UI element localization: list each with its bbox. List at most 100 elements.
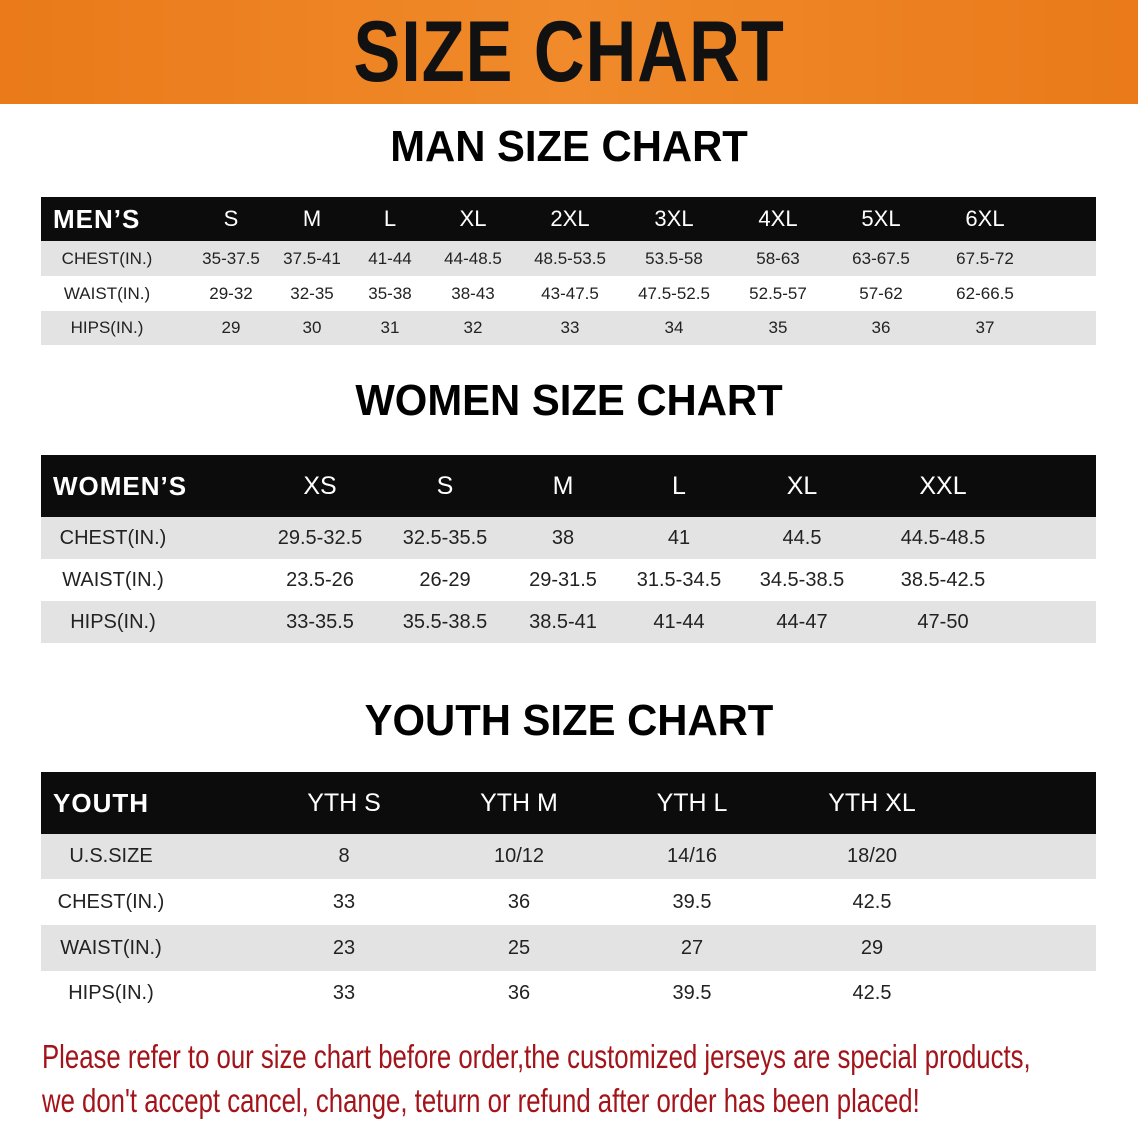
table-cell: 27 <box>680 936 704 959</box>
table-cell: 32-35 <box>290 283 334 303</box>
row-label: WAIST(IN.) <box>60 936 162 959</box>
table-cell: 31 <box>380 318 400 337</box>
table-row: CHEST(IN.) 29.5-32.5 32.5-35.5 38 41 44.5 44.5… <box>41 517 1096 559</box>
size-header-3xl: 3XL <box>654 206 694 231</box>
row-label: CHEST(IN.) <box>57 890 165 913</box>
men-size-table: MEN’S S M L XL 2XL 3XL 4XL 5XL 6XL CHEST(IN.) 35-37… <box>41 197 1096 346</box>
table-row: HIPS(IN.) 33 36 39.5 42.5 <box>41 971 1096 1016</box>
table-cell: 35-38 <box>368 283 412 303</box>
table-cell: 41-44 <box>653 610 705 633</box>
table-cell: 52.5-57 <box>749 283 807 303</box>
table-cell: 36 <box>507 890 531 913</box>
size-header-4xl: 4XL <box>758 206 798 231</box>
table-cell: 33 <box>332 890 356 913</box>
table-row: HIPS(IN.) 33-35.5 35.5-38.5 38.5-41 41-44 44-… <box>41 601 1096 643</box>
size-header-5xl: 5XL <box>861 206 901 231</box>
youth-header-row: YOUTH YTH S YTH M YTH L YTH XL <box>41 772 1096 834</box>
row-label: WAIST(IN.) <box>63 283 151 303</box>
table-cell: 38.5-42.5 <box>900 568 986 591</box>
table-cell: 23.5-26 <box>286 568 354 591</box>
row-label: WAIST(IN.) <box>62 568 164 591</box>
youth-section-title: YOUTH SIZE CHART <box>364 696 774 745</box>
row-label: U.S.SIZE <box>69 845 153 867</box>
size-header-yth-xl: YTH XL <box>828 788 916 817</box>
size-header-s: S <box>436 471 454 500</box>
size-header-m: M <box>302 206 322 231</box>
size-header-yth-l: YTH L <box>656 788 728 817</box>
table-cell: 29-31.5 <box>529 568 597 591</box>
table-cell: 31.5-34.5 <box>636 568 722 591</box>
table-cell: 37.5-41 <box>283 248 341 268</box>
table-cell: 44-47 <box>776 610 828 633</box>
table-cell: 32 <box>463 318 483 337</box>
table-cell: 53.5-58 <box>645 248 703 268</box>
table-cell: 29 <box>860 936 884 959</box>
table-cell: 44.5-48.5 <box>900 526 986 549</box>
row-label: HIPS(IN.) <box>70 318 144 337</box>
table-cell: 38-43 <box>451 283 495 303</box>
table-row: WAIST(IN.) 23.5-26 26-29 29-31.5 31.5-34.5 34… <box>41 559 1096 601</box>
size-header-xxl: XXL <box>919 471 967 500</box>
table-cell: 39.5 <box>672 890 712 913</box>
table-cell: 67.5-72 <box>956 248 1014 268</box>
table-row: CHEST(IN.) 35-37.5 37.5-41 41-44 44-48.5 48.5… <box>41 241 1096 276</box>
youth-size-table: YOUTH YTH S YTH M YTH L YTH XL U.S.SIZE 8 10/12… <box>41 772 1096 1017</box>
table-cell: 34.5-38.5 <box>759 568 845 591</box>
table-row: CHEST(IN.) 33 36 39.5 42.5 <box>41 879 1096 925</box>
table-cell: 35-37.5 <box>202 248 260 268</box>
table-row: WAIST(IN.) 23 25 27 29 <box>41 925 1096 971</box>
size-header-6xl: 6XL <box>965 206 1005 231</box>
youth-header-label: YOUTH <box>53 787 149 818</box>
size-header-yth-m: YTH M <box>480 788 558 817</box>
table-cell: 41 <box>667 526 691 549</box>
size-header-xl: XL <box>459 206 487 231</box>
women-header-label: WOMEN’S <box>53 470 188 501</box>
table-cell: 32.5-35.5 <box>402 526 488 549</box>
row-label: CHEST(IN.) <box>59 526 167 549</box>
table-cell: 10/12 <box>493 845 545 867</box>
notice-line-1: Please refer to our size chart before or… <box>42 1038 1031 1075</box>
table-cell: 30 <box>302 318 322 337</box>
table-cell: 43-47.5 <box>541 283 599 303</box>
table-cell: 47-50 <box>917 610 969 633</box>
row-label: HIPS(IN.) <box>68 982 154 1004</box>
table-cell: 26-29 <box>419 568 471 591</box>
women-size-table: WOMEN’S XS S M L XL XXL CHEST(IN.) 29.5-32.5 32.5… <box>41 455 1096 644</box>
table-cell: 57-62 <box>859 283 903 303</box>
women-section-title: WOMEN SIZE CHART <box>355 376 783 425</box>
table-cell: 39.5 <box>672 982 712 1004</box>
table-cell: 33 <box>332 982 356 1004</box>
table-cell: 33-35.5 <box>286 610 354 633</box>
table-cell: 48.5-53.5 <box>534 248 606 268</box>
table-cell: 44-48.5 <box>444 248 502 268</box>
size-header-l: L <box>383 206 397 231</box>
size-header-s: S <box>223 206 239 231</box>
table-cell: 42.5 <box>852 890 892 913</box>
page-title: SIZE CHART <box>353 4 785 100</box>
table-row: HIPS(IN.) 29 30 31 32 33 34 35 36 37 <box>41 311 1096 345</box>
table-cell: 29.5-32.5 <box>277 526 363 549</box>
table-cell: 23 <box>332 936 356 959</box>
row-label: HIPS(IN.) <box>70 610 156 633</box>
men-header-row: MEN’S S M L XL 2XL 3XL 4XL 5XL 6XL <box>41 197 1096 241</box>
size-header-xs: XS <box>303 471 337 500</box>
table-cell: 63-67.5 <box>852 248 910 268</box>
men-section-title: MAN SIZE CHART <box>390 122 748 171</box>
table-cell: 29 <box>221 318 241 337</box>
size-header-l: L <box>672 471 686 500</box>
table-cell: 36 <box>871 318 891 337</box>
table-cell: 35.5-38.5 <box>402 610 488 633</box>
size-header-yth-s: YTH S <box>307 788 381 817</box>
table-cell: 33 <box>560 318 580 337</box>
table-cell: 44.5 <box>782 526 822 549</box>
table-row: WAIST(IN.) 29-32 32-35 35-38 38-43 43-47.5 47.… <box>41 276 1096 311</box>
table-cell: 38 <box>551 526 575 549</box>
table-cell: 41-44 <box>368 248 412 268</box>
table-cell: 25 <box>507 936 531 959</box>
table-cell: 36 <box>507 982 531 1004</box>
table-cell: 38.5-41 <box>529 610 597 633</box>
size-header-2xl: 2XL <box>550 206 590 231</box>
table-cell: 37 <box>975 318 995 337</box>
size-header-m: M <box>552 471 574 500</box>
table-cell: 29-32 <box>209 283 253 303</box>
